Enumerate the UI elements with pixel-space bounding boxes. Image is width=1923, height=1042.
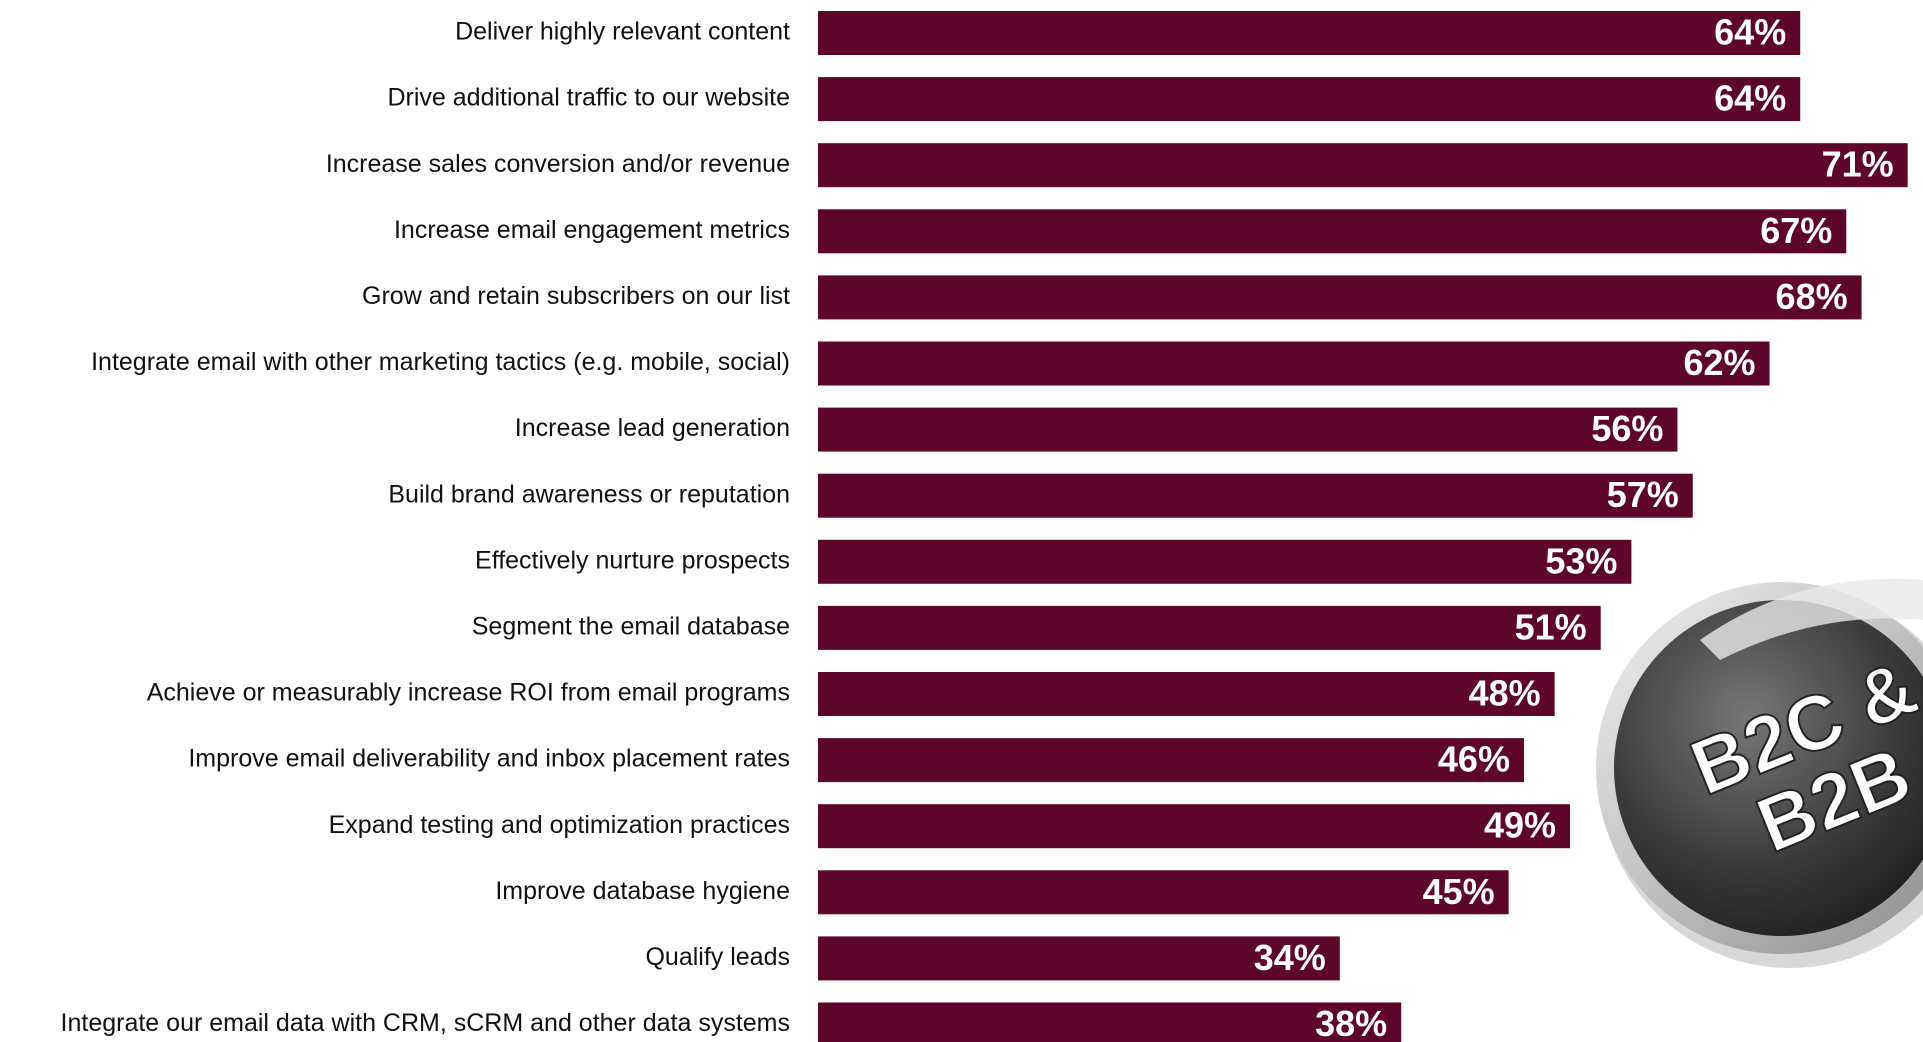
- category-label: Increase email engagement metrics: [394, 216, 790, 244]
- bar: [818, 672, 1555, 716]
- value-label: 68%: [1776, 276, 1848, 317]
- value-label: 71%: [1822, 144, 1894, 185]
- value-label: 53%: [1545, 540, 1617, 581]
- category-label: Improve database hygiene: [495, 877, 790, 905]
- bar: [818, 341, 1770, 386]
- badge-face: [1614, 600, 1923, 936]
- value-label: 64%: [1714, 12, 1786, 53]
- category-label: Achieve or measurably increase ROI from …: [147, 679, 790, 707]
- value-label: 48%: [1469, 673, 1541, 714]
- category-label: Effectively nurture prospects: [475, 546, 790, 574]
- value-label: 34%: [1254, 937, 1326, 978]
- bar: [818, 275, 1862, 320]
- value-label: 64%: [1714, 78, 1786, 119]
- category-label: Segment the email database: [472, 613, 790, 641]
- category-label: Increase lead generation: [515, 414, 790, 442]
- value-label: 49%: [1484, 805, 1556, 846]
- bar: [818, 738, 1524, 783]
- category-label: Improve email deliverability and inbox p…: [188, 745, 790, 773]
- value-label: 38%: [1315, 1003, 1387, 1042]
- value-label: 62%: [1683, 342, 1755, 383]
- bar: [818, 870, 1509, 915]
- bar: [818, 539, 1632, 584]
- bar: [818, 605, 1601, 650]
- category-label: Grow and retain subscribers on our list: [362, 282, 790, 310]
- bar: [818, 473, 1693, 518]
- bar: [818, 11, 1801, 55]
- category-label: Qualify leads: [645, 943, 790, 971]
- value-label: 67%: [1760, 210, 1832, 251]
- bar: [818, 936, 1340, 981]
- category-label: Integrate email with other marketing tac…: [91, 348, 790, 376]
- category-label: Build brand awareness or reputation: [388, 480, 790, 508]
- value-label: 57%: [1607, 474, 1679, 515]
- value-label: 45%: [1423, 871, 1495, 912]
- bar: [818, 407, 1678, 452]
- value-label: 46%: [1438, 739, 1510, 780]
- value-label: 56%: [1591, 408, 1663, 449]
- category-label: Expand testing and optimization practice…: [329, 811, 790, 839]
- bar: [818, 1002, 1402, 1042]
- bar: [818, 77, 1801, 122]
- value-label: 51%: [1515, 606, 1587, 647]
- category-label: Deliver highly relevant content: [455, 18, 790, 46]
- category-label: Integrate our email data with CRM, sCRM …: [61, 1009, 790, 1037]
- bar: [818, 209, 1847, 254]
- badge: B2C &B2B: [1596, 578, 1923, 968]
- badge-curl: [1700, 578, 1923, 660]
- category-label: Increase sales conversion and/or revenue: [326, 150, 790, 178]
- category-label: Drive additional traffic to our website: [387, 84, 790, 112]
- bar: [818, 143, 1908, 188]
- bar: [818, 804, 1571, 849]
